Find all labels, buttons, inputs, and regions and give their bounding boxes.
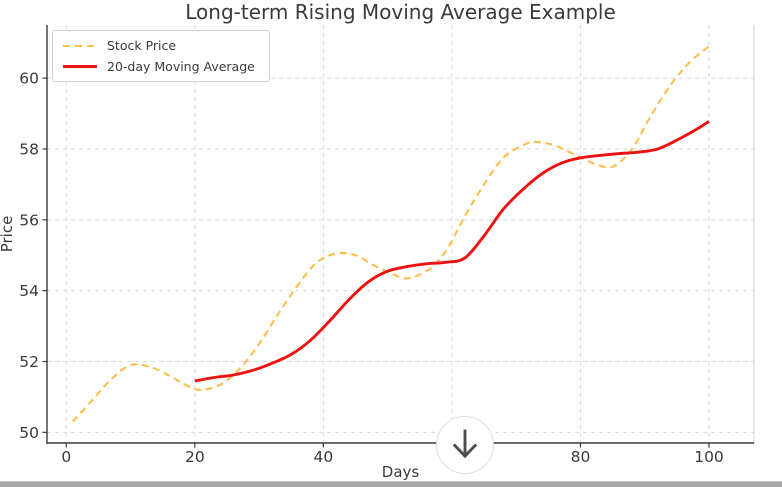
y-tick-label: 50 [19, 424, 39, 442]
moving-average-legend-label: 20-day Moving Average [107, 59, 255, 74]
moving-average-line [194, 120, 710, 383]
scroll-down-button[interactable] [436, 416, 494, 474]
x-tick-label: 0 [61, 448, 71, 466]
stock-price-line-sample [63, 44, 97, 47]
y-tick-label: 52 [19, 353, 39, 371]
legend: Stock Price 20-day Moving Average [52, 30, 270, 82]
page-bottom-edge [0, 481, 782, 487]
x-tick-label: 100 [694, 448, 724, 466]
moving-average-line-sample [63, 65, 97, 68]
y-tick-label: 58 [19, 140, 39, 158]
y-tick-label: 56 [19, 211, 39, 229]
x-tick-label: 80 [571, 448, 591, 466]
stock-price-line [71, 45, 710, 423]
y-tick-label: 60 [19, 70, 39, 88]
x-tick-label: 40 [314, 448, 334, 466]
chart-title: Long-term Rising Moving Average Example [185, 0, 616, 24]
y-axis-label: Price [0, 216, 16, 253]
legend-item-stock-price: Stock Price [63, 38, 255, 53]
down-arrow-icon [452, 429, 478, 459]
x-axis-label: Days [382, 463, 420, 481]
x-tick-label: 20 [185, 448, 205, 466]
legend-item-moving-average: 20-day Moving Average [63, 59, 255, 74]
y-tick-label: 54 [19, 282, 39, 300]
stock-price-legend-label: Stock Price [107, 38, 177, 53]
